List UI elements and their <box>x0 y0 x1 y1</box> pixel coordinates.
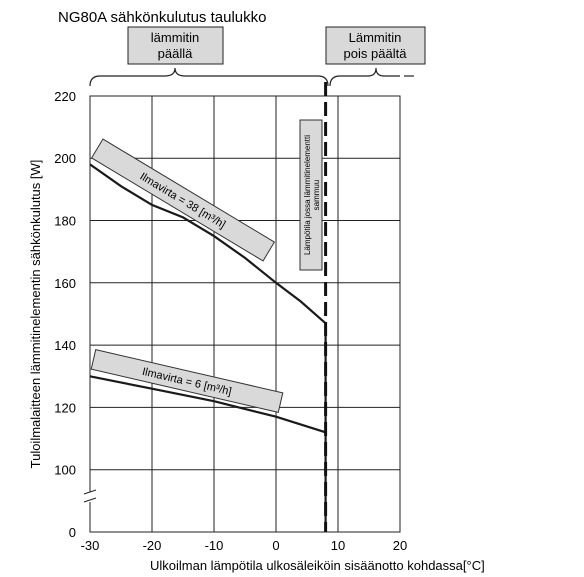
brace-on <box>89 67 329 87</box>
series-label-38: Ilmavirta = 38 [m³/h] <box>90 138 276 262</box>
region-off-label-line1: Lämmitin <box>349 30 402 45</box>
y-tick-label: 200 <box>54 151 76 166</box>
y-tick-label: 180 <box>54 214 76 229</box>
y-tick-label: 120 <box>54 400 76 415</box>
x-tick-label: -30 <box>81 538 100 553</box>
region-on-label-line1: lämmitin <box>151 30 199 45</box>
series-line-1 <box>89 375 326 434</box>
x-axis-label: Ulkoilman lämpötila ulkosäleiköin sisään… <box>150 558 485 573</box>
x-tick-label: 0 <box>272 538 279 553</box>
chart-title: NG80A sähkönkulutus taulukko <box>58 9 266 26</box>
cutoff-info-line2: sammuu <box>312 180 321 211</box>
y-tick-labels: 0 100 120 140 160 180 200 220 <box>54 89 76 540</box>
series-line-0 <box>89 163 327 325</box>
x-tick-label: -10 <box>205 538 224 553</box>
cutoff-info-line1: Lämpötila jossa lämmitinelementti <box>303 135 312 255</box>
plot-frame <box>89 95 401 533</box>
grid <box>90 96 400 532</box>
brace-off <box>329 67 400 87</box>
y-axis-label: Tuloilmalaitteen lämmitinelementin sähkö… <box>28 160 43 469</box>
x-tick-label: 20 <box>393 538 407 553</box>
x-tick-label: -20 <box>143 538 162 553</box>
region-off: Lämmitin pois päältä <box>325 26 426 65</box>
region-on: lämmitin päällä <box>127 26 224 65</box>
x-tick-label: 10 <box>331 538 345 553</box>
cutoff-info-box: Lämpötila jossa lämmitinelementti sammuu <box>299 119 323 271</box>
y-tick-label: 0 <box>69 525 76 540</box>
y-tick-label: 220 <box>54 89 76 104</box>
series-label-6: Ilmavirta = 6 [m³/h] <box>90 349 284 413</box>
region-on-label-line2: päällä <box>158 46 193 61</box>
y-tick-label: 140 <box>54 338 76 353</box>
axis-break <box>83 489 97 503</box>
region-off-label-line2: pois päältä <box>344 46 408 61</box>
y-tick-label: 160 <box>54 276 76 291</box>
y-tick-label: 100 <box>54 463 76 478</box>
x-tick-labels: -30 -20 -10 0 10 20 <box>81 538 408 553</box>
